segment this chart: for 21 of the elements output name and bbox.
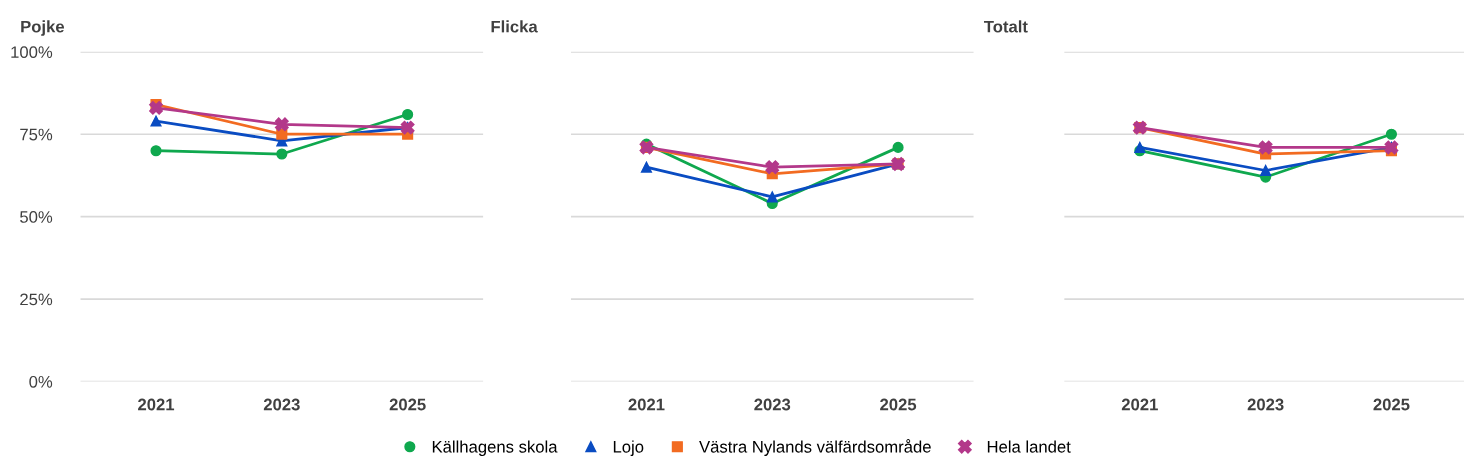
chart-title: Totalt	[984, 20, 1028, 33]
legend-label: Hela landet	[987, 440, 1071, 453]
chart-title: Pojke	[21, 20, 65, 36]
x-tick-label: 2021	[628, 398, 665, 411]
x-tick-label: 2021	[1121, 398, 1158, 411]
x-tick-label: 2023	[263, 398, 300, 411]
x-tick-label: 2023	[1247, 398, 1284, 411]
x-tick-label: 2023	[754, 398, 791, 411]
y-tick-label: 50%	[20, 211, 53, 223]
x-tick-label: 2025	[880, 398, 917, 411]
x-tick-label: 2025	[1373, 398, 1410, 411]
y-tick-label: 75%	[20, 128, 53, 141]
legend-label: Källhagens skola	[432, 440, 558, 456]
legend-label: Västra Nylands välfärdsområde	[699, 439, 931, 456]
x-tick-label: 2021	[138, 398, 175, 411]
y-tick-label: 0%	[29, 375, 53, 388]
legend-label: Lojo	[613, 440, 644, 456]
x-tick-label: 2025	[389, 398, 426, 411]
chart-title: Flicka	[491, 20, 538, 33]
y-tick-label: 25%	[20, 293, 53, 306]
y-tick-label: 100%	[11, 46, 53, 59]
